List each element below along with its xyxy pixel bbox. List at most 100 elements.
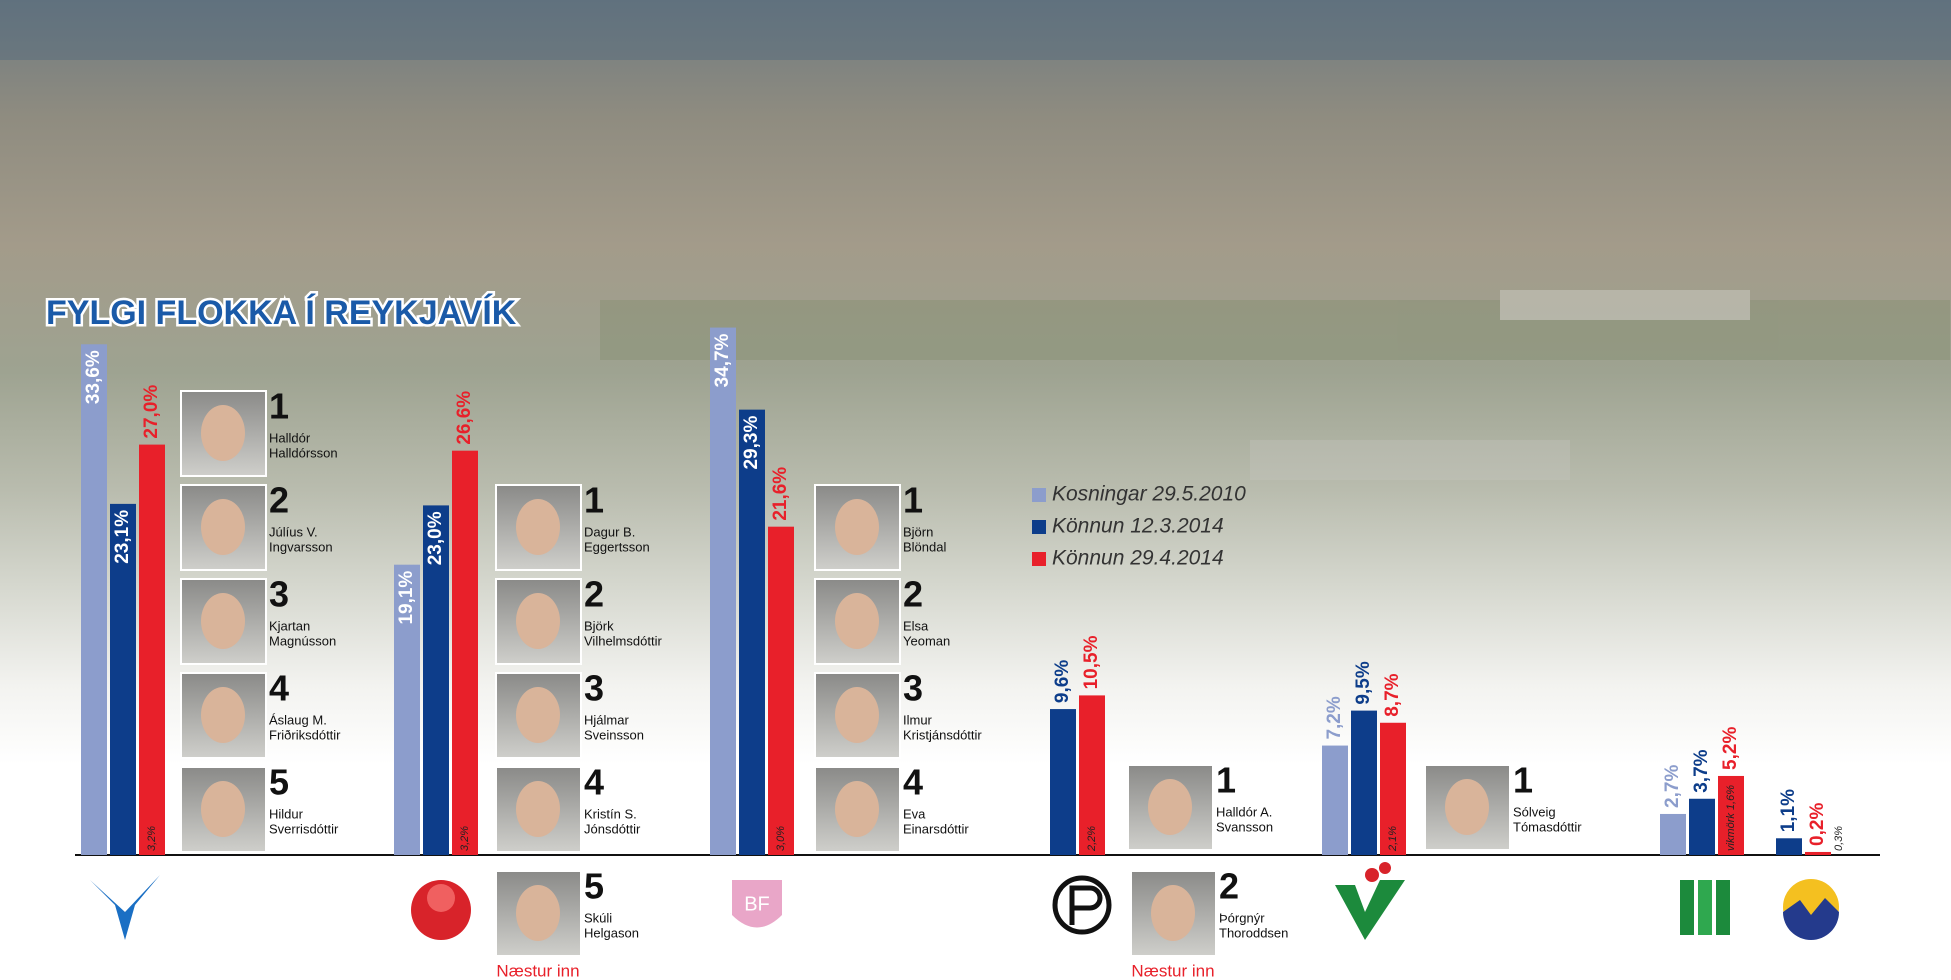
candidate-name: Yeoman: [903, 633, 950, 648]
bar: [1380, 722, 1406, 855]
bar: [1689, 798, 1715, 855]
party-logo: BF: [732, 880, 782, 928]
candidate-name: Thoroddsen: [1219, 925, 1288, 940]
face: [835, 687, 879, 743]
candidate-name: Eva: [903, 806, 926, 821]
candidate-number: 2: [1219, 866, 1239, 907]
candidate-name: Kjartan: [269, 618, 310, 633]
face: [1148, 779, 1192, 835]
value-label: 3,7%: [1691, 749, 1712, 792]
candidate: 4 Áslaug M.Friðriksdóttir: [180, 668, 341, 759]
party-logo: [1052, 875, 1112, 935]
candidate-number: 1: [269, 386, 289, 427]
next-in-note: Næstur inn: [496, 961, 579, 980]
candidate-name: Björk: [584, 618, 614, 633]
candidate-name: Vilhelmsdóttir: [584, 633, 662, 648]
candidate: 1 Halldór A.Svansson: [1127, 760, 1273, 851]
candidate-number: 3: [584, 668, 604, 709]
candidate-number: 2: [903, 574, 923, 615]
party-logo: [1783, 879, 1839, 940]
candidate-name: Friðriksdóttir: [269, 727, 341, 742]
candidate-name: Hjálmar: [584, 712, 629, 727]
face: [1151, 885, 1195, 941]
party-logo: [1335, 862, 1405, 940]
candidate-name: Blöndal: [903, 539, 946, 554]
candidate-name: Sveinsson: [584, 727, 644, 742]
candidate: 2 Júlíus V.Ingvarsson: [180, 480, 333, 571]
legend-label: Kosningar 29.5.2010: [1052, 483, 1246, 506]
candidate-name: Sverrisdóttir: [269, 821, 339, 836]
candidate-name: Halldór: [269, 430, 311, 445]
value-label: 1,1%: [1778, 789, 1799, 832]
bar: [1079, 695, 1105, 855]
value-label: 23,1%: [112, 510, 133, 564]
legend-label: Könnun 12.3.2014: [1052, 515, 1224, 538]
bar: [110, 503, 136, 855]
bar: [81, 344, 107, 855]
bar: [1660, 813, 1686, 855]
legend-label: Könnun 29.4.2014: [1052, 547, 1224, 570]
value-label: 10,5%: [1081, 635, 1102, 689]
bar: [452, 450, 478, 855]
bar: [1050, 709, 1076, 855]
candidate-number: 3: [269, 574, 289, 615]
candidate-name: Jónsdóttir: [584, 821, 641, 836]
bar: [1351, 710, 1377, 855]
candidate-name: Elsa: [903, 618, 929, 633]
face: [201, 781, 245, 837]
candidate-number: 1: [903, 480, 923, 521]
value-label: 8,7%: [1382, 673, 1403, 716]
candidate-name: Magnússon: [269, 633, 336, 648]
bar: [394, 564, 420, 855]
candidate-number: 1: [1216, 760, 1236, 801]
bar: [423, 505, 449, 855]
value-label: 34,7%: [712, 333, 733, 387]
candidate-name: Sólveig: [1513, 804, 1556, 819]
face: [835, 781, 879, 837]
candidate-number: 4: [903, 762, 923, 803]
candidate-name: Kristjánsdóttir: [903, 727, 982, 742]
face: [201, 687, 245, 743]
candidate-number: 3: [903, 668, 923, 709]
value-label: 21,6%: [770, 467, 791, 521]
candidate-number: 1: [584, 480, 604, 521]
error-label: 3,0%: [775, 826, 787, 851]
legend: Kosningar 29.5.2010 Könnun 12.3.2014 Könnu…: [1032, 483, 1246, 570]
bar: [768, 526, 794, 855]
candidate-name: Áslaug M.: [269, 712, 327, 727]
face: [516, 499, 560, 555]
face: [835, 593, 879, 649]
face: [201, 405, 245, 461]
candidate-name: Halldórsson: [269, 445, 338, 460]
candidate-name: Skúli: [584, 910, 612, 925]
legend-swatch: [1032, 488, 1046, 502]
candidate-name: Júlíus V.: [269, 524, 318, 539]
bar: [739, 409, 765, 855]
error-label: 2,2%: [1086, 826, 1098, 852]
next-in-note: Næstur inn: [1131, 961, 1214, 980]
candidate-number: 2: [584, 574, 604, 615]
bar: [1322, 745, 1348, 855]
legend-swatch: [1032, 520, 1046, 534]
candidate-name: Tómasdóttir: [1513, 819, 1582, 834]
candidate-name: Þórgnýr: [1219, 910, 1265, 925]
value-label: 7,2%: [1324, 696, 1345, 739]
face: [516, 687, 560, 743]
value-label: 5,2%: [1720, 727, 1741, 770]
svg-text:BF: BF: [744, 893, 770, 915]
bar: [1805, 851, 1831, 855]
value-label: 27,0%: [141, 385, 162, 439]
candidate-number: 2: [269, 480, 289, 521]
bar: [1776, 838, 1802, 855]
candidate-name: Ilmur: [903, 712, 933, 727]
candidate-number: 5: [584, 866, 604, 907]
